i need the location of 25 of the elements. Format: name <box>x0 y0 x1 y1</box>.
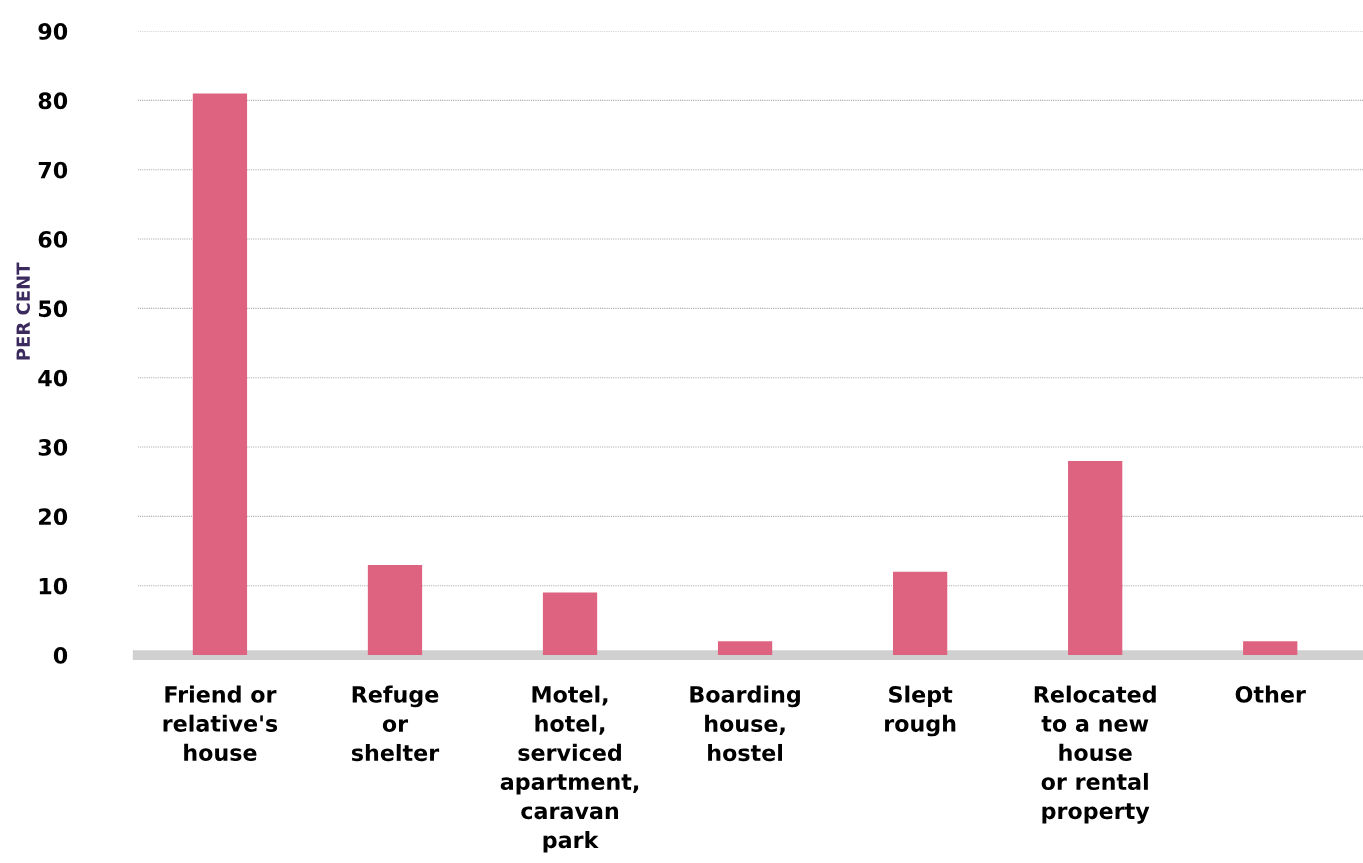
y-tick-label: 70 <box>38 161 68 179</box>
y-axis-title: PER CENT <box>16 262 31 360</box>
y-tick-label: 80 <box>38 92 68 110</box>
x-tick-label: Other <box>1235 685 1306 703</box>
x-tick-label: Relocated to a new house or rental property <box>1034 685 1156 824</box>
y-tick-label: 20 <box>39 508 68 526</box>
x-tick-label: Slept rough <box>885 685 956 737</box>
y-tick-label: 30 <box>38 438 68 456</box>
bar <box>1243 641 1298 656</box>
y-tick-label: 10 <box>39 577 68 595</box>
y-tick-label: 40 <box>38 369 68 387</box>
x-tick-label: Boarding house, hostel <box>690 685 800 762</box>
bar <box>717 641 773 656</box>
x-tick-label: Motel, hotel, serviced apartment, caravan park <box>500 685 639 853</box>
y-tick-label: 50 <box>39 300 68 318</box>
y-tick-label: 60 <box>38 231 68 248</box>
bar <box>893 571 948 656</box>
y-tick-label: 90 <box>38 23 68 40</box>
bar <box>1068 460 1123 656</box>
y-tick-label: 0 <box>53 646 68 664</box>
bar <box>542 592 598 656</box>
bar <box>192 93 248 656</box>
bar <box>367 564 423 656</box>
x-tick-label: Refuge or shelter <box>351 685 440 762</box>
x-tick-label: Friend or relative's house <box>163 685 278 761</box>
